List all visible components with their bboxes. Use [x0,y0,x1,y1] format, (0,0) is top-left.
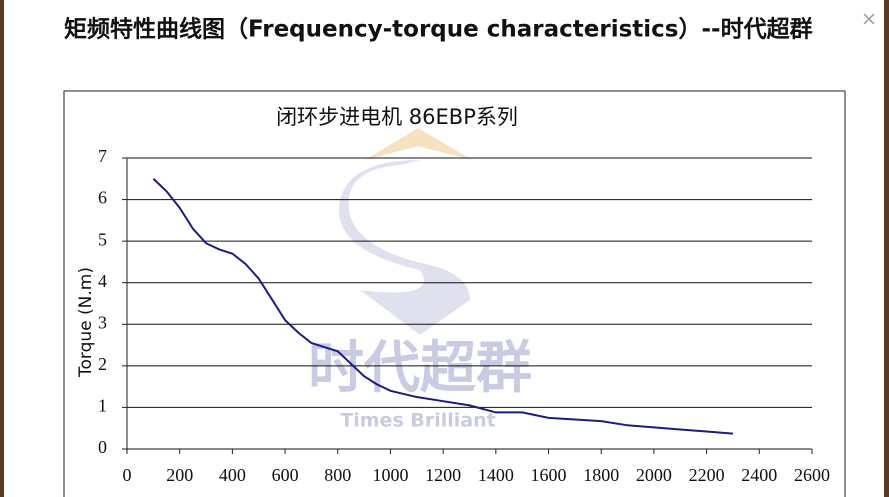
x-tick-label: 1400 [478,465,514,485]
y-axis-label: Torque (N.m) [76,267,96,378]
chart-title: 闭环步进电机 86EBP系列 [276,105,518,129]
close-icon[interactable] [863,13,875,25]
x-tick-label: 400 [219,465,246,485]
frame-left [0,0,4,497]
watermark-en: Times Brilliant [340,410,495,432]
y-tick-label: 6 [98,188,107,208]
x-tick-label: 2400 [741,465,777,485]
y-tick-label: 5 [98,229,107,249]
chart-frame [63,90,846,497]
y-tick-label: 1 [98,396,107,416]
page-title: 矩频特性曲线图（Frequency-torque characteristics… [64,16,813,43]
x-tick-label: 800 [324,465,351,485]
y-tick-label: 7 [98,146,107,166]
x-tick-label: 1200 [425,465,461,485]
watermark-cn: 时代超群 [308,336,532,401]
data-line [152,178,734,435]
x-tick-label: 2200 [689,465,725,485]
x-tick-label: 2000 [636,465,672,485]
y-tick-label: 3 [98,312,107,332]
frame-right [884,0,889,497]
x-tick-label: 200 [166,465,193,485]
x-tick-label: 2600 [794,465,830,485]
x-tick-label: 1000 [372,465,408,485]
watermark: 时代超群 Times Brilliant [308,128,532,432]
y-tick-label: 4 [98,271,107,291]
y-tick-label: 0 [98,437,107,457]
x-tick-label: 1800 [583,465,619,485]
y-tick-label: 2 [98,354,107,374]
x-tick-label: 600 [272,465,299,485]
x-tick-label: 1600 [531,465,567,485]
x-tick-label: 0 [123,465,132,485]
